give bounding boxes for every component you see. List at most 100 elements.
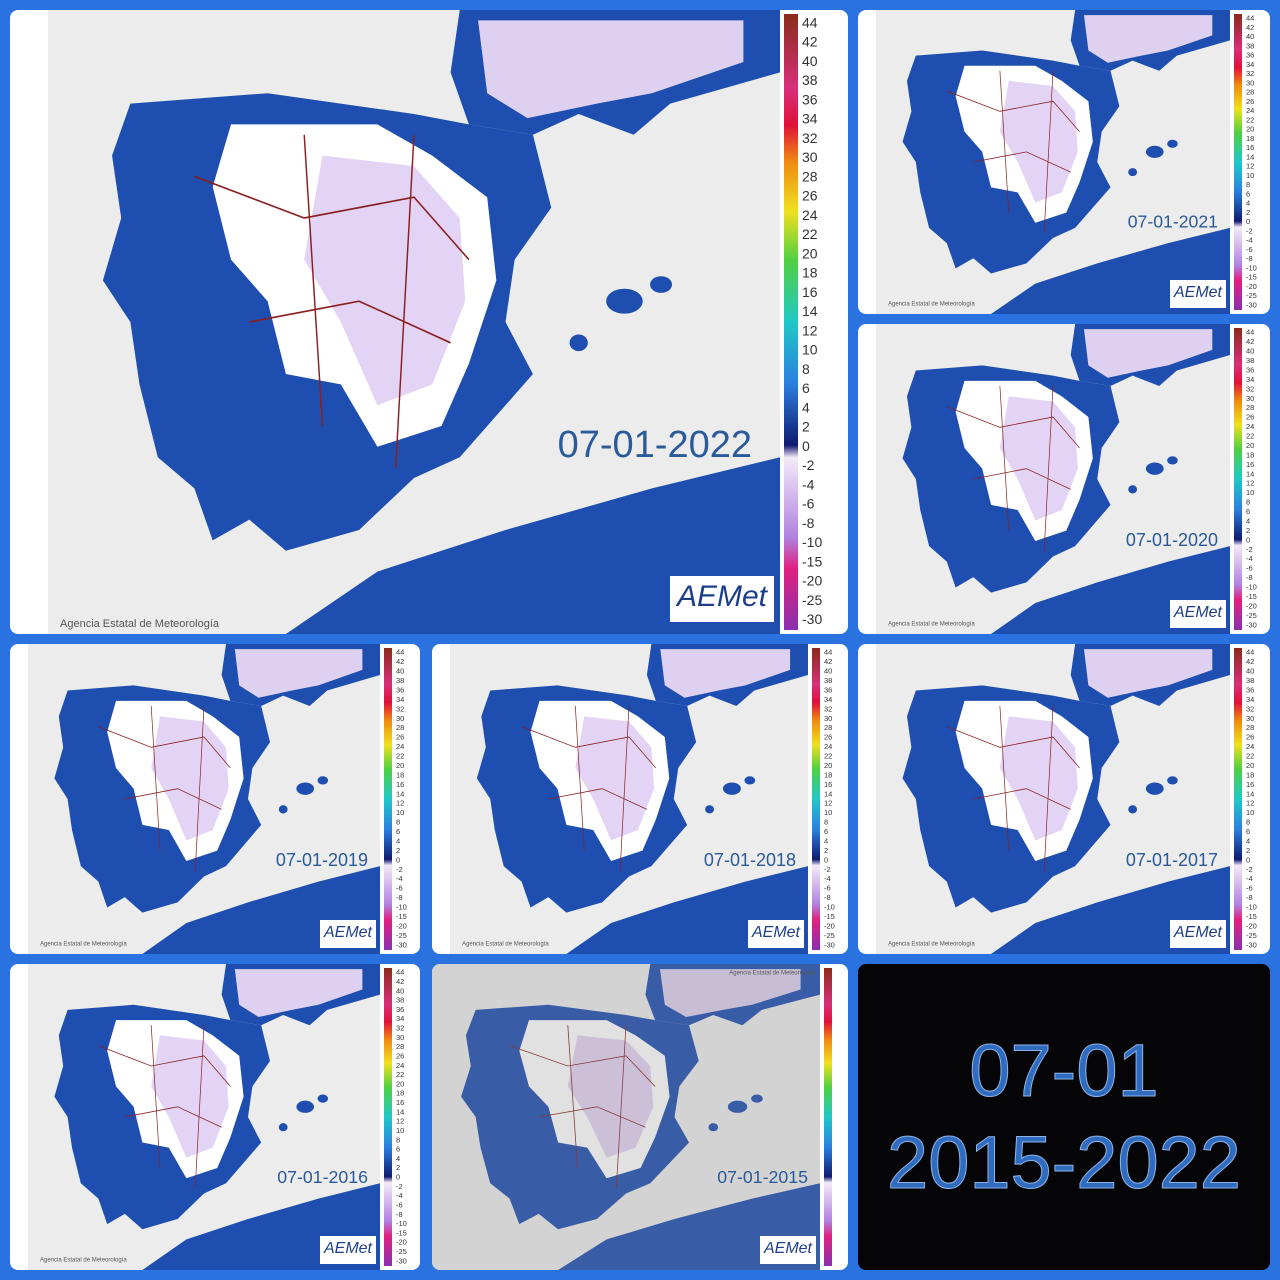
legend-label: -2 bbox=[1246, 865, 1253, 874]
legend-label: -20 bbox=[396, 1238, 407, 1247]
legend-label: 8 bbox=[396, 818, 400, 827]
legend-label: -8 bbox=[824, 893, 831, 902]
legend-label: 8 bbox=[1246, 498, 1250, 507]
legend-label: 42 bbox=[824, 657, 832, 666]
legend-label: 0 bbox=[1246, 217, 1250, 226]
legend-label: 34 bbox=[1246, 695, 1254, 704]
date-label: 07-01-2022 bbox=[558, 424, 752, 466]
legend-label: 32 bbox=[1246, 704, 1254, 713]
legend-label: -15 bbox=[1246, 592, 1257, 601]
map bbox=[876, 324, 1230, 634]
legend-label: 28 bbox=[1246, 403, 1254, 412]
legend-label: -10 bbox=[396, 1219, 407, 1228]
legend-label: -15 bbox=[396, 1228, 407, 1237]
logo: AEMet bbox=[323, 924, 373, 941]
legend-label: 6 bbox=[802, 380, 810, 396]
legend-label: 32 bbox=[824, 704, 832, 713]
map bbox=[28, 644, 380, 954]
legend-label: -10 bbox=[396, 903, 407, 912]
legend-label: -2 bbox=[824, 865, 831, 874]
legend-label: -4 bbox=[396, 1191, 403, 1200]
map bbox=[876, 10, 1230, 314]
map-svg: 4442403836343230282624222018161412108642… bbox=[48, 10, 822, 634]
date-label: 07-01-2018 bbox=[704, 850, 796, 870]
legend-label: 4 bbox=[824, 836, 828, 845]
legend-label: -20 bbox=[824, 921, 835, 930]
legend-label: 10 bbox=[1246, 808, 1254, 817]
map bbox=[28, 964, 380, 1270]
logo-box bbox=[760, 1236, 816, 1264]
legend-label: 42 bbox=[396, 977, 404, 986]
legend-label: -6 bbox=[802, 496, 815, 512]
logo-box bbox=[1170, 280, 1226, 308]
legend-label: -30 bbox=[1246, 300, 1257, 309]
legend-label: 28 bbox=[802, 168, 818, 184]
legend-label: 16 bbox=[824, 780, 832, 789]
logo-box bbox=[320, 1236, 376, 1264]
legend-label: 38 bbox=[824, 676, 832, 685]
credit: Agencia Estatal de Meteorología bbox=[729, 971, 816, 977]
legend-bar bbox=[1234, 328, 1242, 630]
legend-label: 44 bbox=[396, 968, 404, 977]
date-label: 07-01-2021 bbox=[1128, 211, 1218, 231]
legend-label: -15 bbox=[396, 912, 407, 921]
legend-label: 44 bbox=[1246, 648, 1254, 657]
legend-label: 8 bbox=[1246, 180, 1250, 189]
legend-label: 38 bbox=[802, 72, 818, 88]
map-shade bbox=[432, 964, 820, 1270]
map bbox=[876, 644, 1230, 954]
legend-label: 16 bbox=[1246, 780, 1254, 789]
legend-label: 34 bbox=[824, 695, 832, 704]
legend-label: 24 bbox=[396, 742, 404, 751]
date-label: 07-01-2017 bbox=[1126, 850, 1218, 870]
legend-label: 24 bbox=[1246, 742, 1254, 751]
map-panel: 44 42 40 38 36 34 32 30 28 26 24 22 20 18 16 14 12 10 8 6 4 2… bbox=[858, 10, 1270, 314]
legend-label: 44 bbox=[824, 648, 832, 657]
legend-label: 32 bbox=[1246, 384, 1254, 393]
legend-label: -4 bbox=[396, 874, 403, 883]
legend-label: -15 bbox=[824, 912, 835, 921]
legend-label: 30 bbox=[396, 714, 404, 723]
legend-label: 22 bbox=[1246, 432, 1254, 441]
legend-label: 34 bbox=[1246, 60, 1254, 69]
legend-label: -25 bbox=[824, 931, 835, 940]
legend-label: 22 bbox=[824, 752, 832, 761]
legend-label: -30 bbox=[396, 940, 407, 949]
legend-label: 30 bbox=[1246, 714, 1254, 723]
legend-label: 24 bbox=[396, 1061, 404, 1070]
legend-label: 32 bbox=[396, 1024, 404, 1033]
map-panel: 44 42 40 38 36 34 32 30 28 26 24 22 20 18 16 14 12 10 8 6 4 2… bbox=[10, 10, 848, 634]
map-panel: 44 42 40 38 36 34 32 30 28 26 24 22 20 18 16 14 12 10 8 6 4 2… bbox=[10, 644, 420, 954]
legend-label: 42 bbox=[1246, 23, 1254, 32]
legend-label: 26 bbox=[1246, 97, 1254, 106]
legend-label: -15 bbox=[1246, 912, 1257, 921]
legend-label: -4 bbox=[802, 476, 815, 492]
legend-label: -6 bbox=[1246, 884, 1253, 893]
legend-label: 16 bbox=[1246, 143, 1254, 152]
legend-label: 14 bbox=[802, 303, 818, 319]
legend-label: 2 bbox=[802, 419, 810, 435]
legend-label: -25 bbox=[396, 1247, 407, 1256]
legend-label: 44 bbox=[1246, 14, 1254, 23]
legend-label: 30 bbox=[802, 149, 818, 165]
legend-label: 16 bbox=[1246, 460, 1254, 469]
legend-label: 26 bbox=[802, 188, 818, 204]
legend-bar bbox=[812, 648, 820, 950]
legend-label: 8 bbox=[396, 1135, 400, 1144]
map-svg: 4442403836343230282624222018161412108642… bbox=[876, 10, 1257, 314]
legend-label: -8 bbox=[396, 1210, 403, 1219]
legend-label: 36 bbox=[824, 685, 832, 694]
legend-label: -10 bbox=[1246, 583, 1257, 592]
legend-label: -6 bbox=[396, 884, 403, 893]
legend-label: 2 bbox=[396, 1163, 400, 1172]
legend-label: 8 bbox=[802, 361, 810, 377]
legend-bar bbox=[1234, 648, 1242, 950]
legend-label: 40 bbox=[396, 667, 404, 676]
legend-label: -20 bbox=[396, 921, 407, 930]
legend-label: -30 bbox=[802, 611, 822, 627]
legend-label: -15 bbox=[802, 553, 822, 569]
summary-years: 2015-2022 bbox=[887, 1121, 1242, 1205]
legend-label: 36 bbox=[396, 685, 404, 694]
legend-label: 12 bbox=[396, 1117, 404, 1126]
legend-label: 14 bbox=[824, 789, 832, 798]
